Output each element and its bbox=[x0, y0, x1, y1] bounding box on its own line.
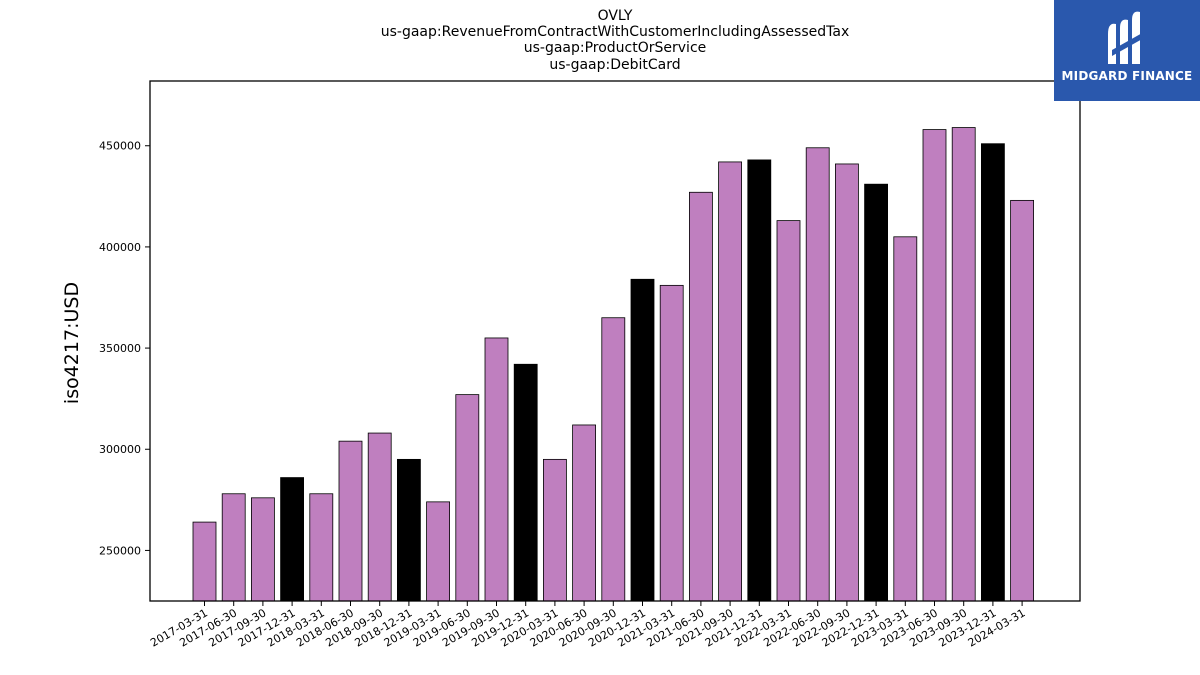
bar bbox=[689, 191, 713, 602]
plot-frame bbox=[149, 80, 1081, 602]
midgard-finance-logo: MIDGARD FINANCE bbox=[1054, 0, 1200, 101]
bar bbox=[893, 236, 918, 602]
logo-mark-icon bbox=[1108, 11, 1144, 64]
bar bbox=[426, 501, 451, 602]
y-tick-label: 450000 bbox=[99, 140, 141, 153]
bar bbox=[835, 163, 859, 602]
bar bbox=[951, 127, 976, 602]
y-tick-label: 400000 bbox=[99, 241, 141, 254]
bar bbox=[659, 284, 684, 602]
bar bbox=[776, 220, 801, 602]
bar bbox=[864, 183, 888, 602]
bar bbox=[718, 161, 742, 602]
y-tick-label: 350000 bbox=[99, 342, 141, 355]
bar bbox=[192, 521, 217, 602]
bar bbox=[455, 394, 480, 602]
bar bbox=[250, 497, 275, 602]
logo-text: MIDGARD FINANCE bbox=[1061, 69, 1193, 83]
chart-title-line: us-gaap:ProductOrService bbox=[524, 40, 707, 56]
bar bbox=[630, 278, 655, 602]
bar bbox=[396, 458, 421, 602]
bar bbox=[572, 424, 596, 602]
chart-title-line: us-gaap:DebitCard bbox=[549, 57, 680, 73]
bar bbox=[513, 363, 538, 602]
bar bbox=[338, 440, 363, 602]
y-tick-label: 300000 bbox=[99, 443, 141, 456]
bar bbox=[981, 143, 1005, 602]
chart-title-line: OVLY bbox=[598, 8, 633, 24]
bar bbox=[221, 493, 246, 602]
bar bbox=[543, 458, 567, 602]
y-axis-label: iso4217:USD bbox=[61, 282, 83, 404]
bar bbox=[747, 159, 772, 602]
bar bbox=[367, 432, 392, 602]
x-axis: 2017-03-312017-06-302017-09-302017-12-31… bbox=[148, 601, 1028, 650]
bar bbox=[280, 477, 305, 602]
bar bbox=[484, 337, 509, 602]
y-tick-label: 250000 bbox=[99, 544, 141, 557]
bar bbox=[922, 129, 947, 602]
chart-title: OVLY us-gaap:RevenueFromContractWithCust… bbox=[381, 8, 850, 73]
bar bbox=[1010, 199, 1034, 602]
bar bbox=[309, 493, 334, 602]
bars bbox=[192, 127, 1034, 602]
chart-title-line: us-gaap:RevenueFromContractWithCustomerI… bbox=[381, 24, 850, 40]
bar bbox=[805, 147, 830, 602]
y-axis: 250000 300000 350000 400000 450000 bbox=[99, 140, 150, 557]
bar bbox=[601, 317, 626, 602]
